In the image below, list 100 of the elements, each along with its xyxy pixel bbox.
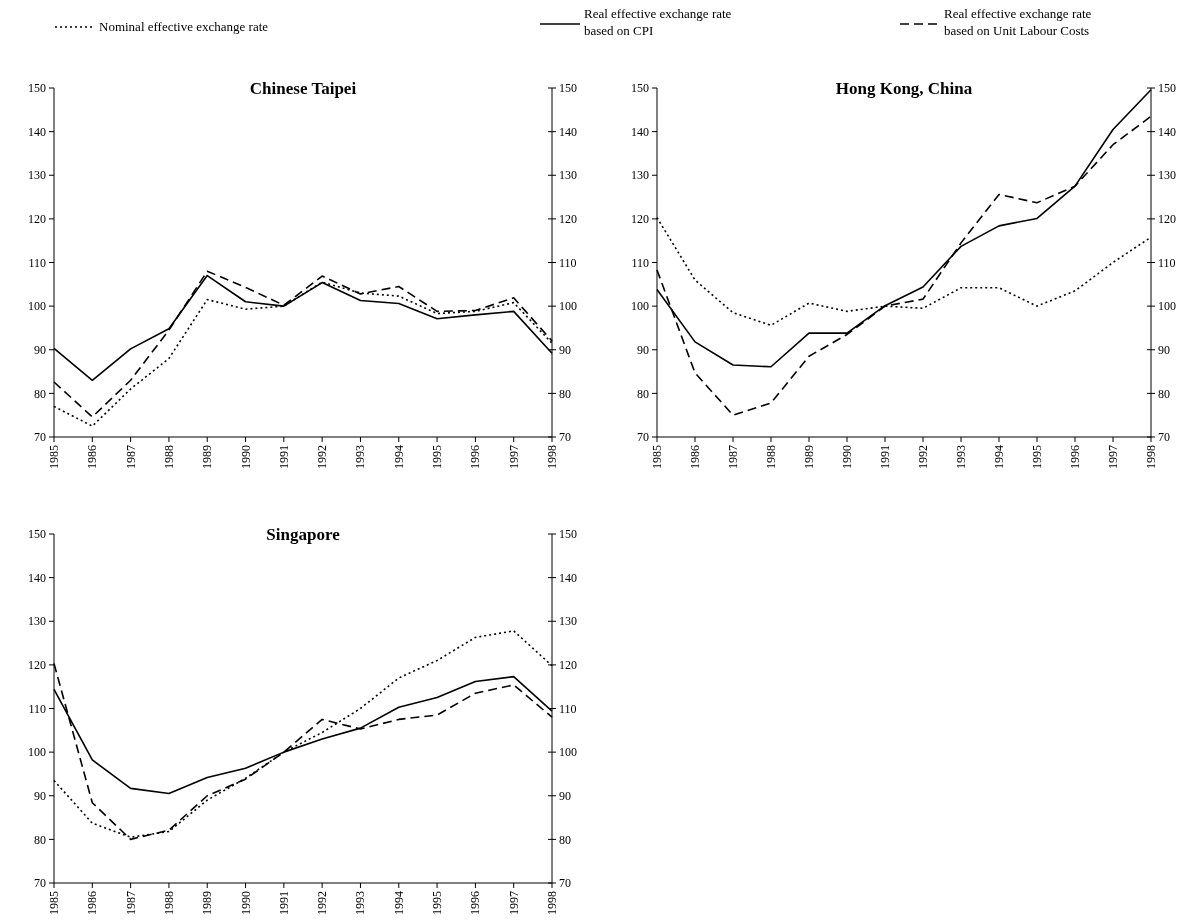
y-tick-label: 110 xyxy=(28,255,46,270)
x-tick-label: 1998 xyxy=(545,445,559,469)
y-tick-label: 130 xyxy=(28,614,46,629)
x-tick-label: 1997 xyxy=(506,445,521,469)
y2-tick-label: 140 xyxy=(559,570,577,585)
x-tick-label: 1991 xyxy=(276,445,291,469)
y-tick-label: 70 xyxy=(34,876,46,891)
y-tick-label: 70 xyxy=(637,430,649,445)
y2-tick-label: 70 xyxy=(559,876,571,891)
legend-label: Real effective exchange rate based on CPI xyxy=(584,6,732,38)
x-tick-label: 1989 xyxy=(200,891,215,915)
y-tick-label: 150 xyxy=(28,81,46,96)
x-tick-label: 1986 xyxy=(85,891,100,915)
y2-tick-label: 150 xyxy=(559,527,577,542)
y2-tick-label: 120 xyxy=(559,212,577,227)
y-tick-label: 140 xyxy=(28,124,46,139)
y-tick-label: 110 xyxy=(631,255,649,270)
y2-tick-label: 70 xyxy=(559,430,571,445)
chart-title: Singapore xyxy=(266,525,341,544)
y2-tick-label: 120 xyxy=(1158,212,1176,227)
y-tick-label: 80 xyxy=(34,832,46,847)
x-tick-label: 1992 xyxy=(315,891,330,915)
y-tick-label: 90 xyxy=(637,342,649,357)
x-tick-label: 1987 xyxy=(123,891,138,915)
x-tick-label: 1996 xyxy=(1068,445,1082,469)
y2-tick-label: 150 xyxy=(1158,81,1176,96)
y2-tick-label: 100 xyxy=(559,745,577,760)
x-tick-label: 1993 xyxy=(353,891,368,915)
x-tick-label: 1990 xyxy=(238,891,253,915)
x-tick-label: 1986 xyxy=(688,445,702,469)
y-tick-label: 90 xyxy=(34,788,46,803)
x-tick-label: 1997 xyxy=(1106,445,1120,469)
y-tick-label: 110 xyxy=(28,701,46,716)
y2-tick-label: 100 xyxy=(1158,299,1176,314)
y2-tick-label: 130 xyxy=(559,168,577,183)
x-tick-label: 1985 xyxy=(47,445,61,469)
y-tick-label: 140 xyxy=(631,124,649,139)
y2-tick-label: 140 xyxy=(559,124,577,139)
x-tick-label: 1990 xyxy=(840,445,854,469)
x-tick-label: 1988 xyxy=(161,891,176,915)
x-tick-label: 1989 xyxy=(802,445,816,469)
x-tick-label: 1986 xyxy=(85,445,100,469)
y2-tick-label: 90 xyxy=(559,342,571,357)
x-tick-label: 1990 xyxy=(238,445,253,469)
y-tick-label: 120 xyxy=(28,658,46,673)
x-tick-label: 1988 xyxy=(764,445,778,469)
y2-tick-label: 100 xyxy=(559,299,577,314)
y2-tick-label: 120 xyxy=(559,658,577,673)
x-tick-label: 1991 xyxy=(878,445,892,469)
y2-tick-label: 70 xyxy=(1158,430,1170,445)
y2-tick-label: 150 xyxy=(559,81,577,96)
y-tick-label: 80 xyxy=(34,386,46,401)
y2-tick-label: 80 xyxy=(559,832,571,847)
y-tick-label: 120 xyxy=(631,212,649,227)
x-tick-label: 1994 xyxy=(992,445,1006,469)
y2-tick-label: 110 xyxy=(1158,255,1176,270)
x-tick-label: 1998 xyxy=(545,891,559,915)
x-tick-label: 1992 xyxy=(315,445,330,469)
x-tick-label: 1996 xyxy=(468,445,483,469)
y-tick-label: 100 xyxy=(631,299,649,314)
legend-label: Nominal effective exchange rate xyxy=(99,19,269,34)
y-tick-label: 130 xyxy=(631,168,649,183)
x-tick-label: 1997 xyxy=(506,891,521,915)
y-tick-label: 90 xyxy=(34,342,46,357)
x-tick-label: 1992 xyxy=(916,445,930,469)
chart-title: Chinese Taipei xyxy=(249,79,357,98)
y2-tick-label: 130 xyxy=(559,614,577,629)
chart-title: Hong Kong, China xyxy=(835,79,973,98)
y-tick-label: 150 xyxy=(28,527,46,542)
x-tick-label: 1991 xyxy=(276,891,291,915)
y-tick-label: 70 xyxy=(34,430,46,445)
x-tick-label: 1989 xyxy=(200,445,215,469)
x-tick-label: 1987 xyxy=(726,445,740,469)
y2-tick-label: 90 xyxy=(1158,342,1170,357)
x-tick-label: 1995 xyxy=(430,891,445,915)
x-tick-label: 1985 xyxy=(47,891,61,915)
y2-tick-label: 90 xyxy=(559,788,571,803)
x-tick-label: 1987 xyxy=(123,445,138,469)
x-tick-label: 1993 xyxy=(954,445,968,469)
y2-tick-label: 80 xyxy=(1158,386,1170,401)
x-tick-label: 1988 xyxy=(161,445,176,469)
x-tick-label: 1994 xyxy=(391,445,406,469)
y-tick-label: 100 xyxy=(28,299,46,314)
y-tick-label: 80 xyxy=(637,386,649,401)
y-tick-label: 130 xyxy=(28,168,46,183)
legend-label: Real effective exchange rate based on Unit Labour Costs xyxy=(944,6,1092,38)
y2-tick-label: 140 xyxy=(1158,124,1176,139)
x-tick-label: 1993 xyxy=(353,445,368,469)
y-tick-label: 120 xyxy=(28,212,46,227)
y2-tick-label: 110 xyxy=(559,701,577,716)
x-tick-label: 1995 xyxy=(430,445,445,469)
y2-tick-label: 80 xyxy=(559,386,571,401)
y-tick-label: 150 xyxy=(631,81,649,96)
x-tick-label: 1994 xyxy=(391,891,406,915)
y-tick-label: 140 xyxy=(28,570,46,585)
y2-tick-label: 110 xyxy=(559,255,577,270)
x-tick-label: 1996 xyxy=(468,891,483,915)
x-tick-label: 1995 xyxy=(1030,445,1044,469)
x-tick-label: 1998 xyxy=(1144,445,1158,469)
x-tick-label: 1985 xyxy=(650,445,664,469)
